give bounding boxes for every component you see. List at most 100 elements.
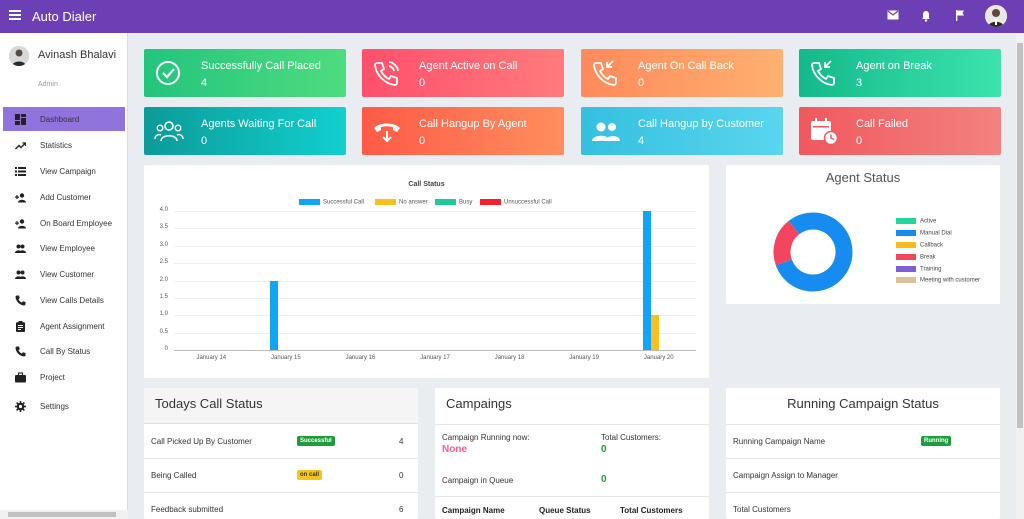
people-outline-icon bbox=[154, 121, 184, 142]
running-value: None bbox=[442, 444, 467, 455]
check-circle-icon bbox=[156, 61, 180, 85]
legend-item[interactable]: Successful Call bbox=[299, 199, 364, 206]
bell-icon[interactable] bbox=[921, 10, 931, 22]
card-value: 0 bbox=[419, 135, 426, 147]
sidebar-item-on-board-employee[interactable]: On Board Employee bbox=[3, 211, 125, 235]
card-call-hangup-by-customer[interactable]: Call Hangup by Customer 4 bbox=[581, 107, 783, 155]
legend-swatch bbox=[896, 266, 916, 272]
status-badge: on call bbox=[297, 470, 323, 480]
phone-callback-icon bbox=[811, 60, 835, 86]
user-avatar[interactable] bbox=[985, 5, 1007, 27]
divider bbox=[144, 458, 418, 459]
card-title: Call Hangup by Customer bbox=[638, 118, 764, 130]
x-tick-label: January 19 bbox=[569, 355, 599, 361]
y-tick-label: 0.5 bbox=[159, 328, 168, 335]
legend-item[interactable]: Manual Dial bbox=[896, 230, 952, 237]
y-tick-label: 3.0 bbox=[159, 241, 168, 248]
legend-item[interactable]: Busy bbox=[435, 199, 472, 206]
card-value: 0 bbox=[419, 77, 426, 89]
card-call-failed[interactable]: Call Failed 0 bbox=[799, 107, 1001, 155]
phone-icon bbox=[15, 346, 26, 357]
legend-item[interactable]: Unsuccessful Call bbox=[480, 199, 552, 206]
sidebar-item-view-calls-details[interactable]: View Calls Details bbox=[3, 288, 125, 312]
phone-hangup-icon bbox=[374, 123, 400, 143]
bar[interactable] bbox=[650, 315, 659, 350]
agent-status-title: Agent Status bbox=[825, 170, 901, 185]
divider bbox=[726, 492, 1000, 493]
x-tick-label: January 16 bbox=[345, 355, 376, 361]
legend-label: Unsuccessful Call bbox=[504, 199, 552, 206]
card-successfully-call-placed[interactable]: Successfully Call Placed 4 bbox=[144, 49, 346, 97]
mail-icon[interactable] bbox=[887, 10, 899, 20]
legend-item[interactable]: Training bbox=[896, 266, 941, 273]
sidebar-item-call-by-status[interactable]: Call By Status bbox=[3, 339, 125, 363]
sidebar-item-label: Statistics bbox=[40, 141, 73, 150]
flag-icon[interactable] bbox=[955, 10, 965, 21]
legend-item[interactable]: Active bbox=[896, 218, 936, 225]
column-header: Total Customers bbox=[620, 506, 683, 515]
bar[interactable] bbox=[642, 211, 651, 350]
row-label: Call Picked Up By Customer bbox=[151, 437, 252, 446]
legend-item[interactable]: Break bbox=[896, 254, 936, 261]
sidebar-item-dashboard[interactable]: Dashboard bbox=[3, 107, 125, 131]
assignment-icon bbox=[16, 321, 25, 332]
row-value: 6 bbox=[399, 505, 404, 514]
divider bbox=[726, 424, 1000, 425]
campaigns-panel bbox=[435, 388, 709, 519]
row-value: 0 bbox=[399, 471, 404, 480]
sidebar-item-label: Settings bbox=[40, 402, 69, 411]
briefcase-icon bbox=[15, 372, 26, 383]
sidebar-item-view-customer[interactable]: View Customer bbox=[3, 262, 125, 286]
legend-swatch bbox=[896, 242, 916, 248]
campaigns-title: Campaings bbox=[446, 396, 512, 411]
sidebar-horizontal-scrollbar[interactable] bbox=[0, 510, 128, 519]
sidebar-item-label: Agent Assignment bbox=[40, 322, 105, 331]
sidebar-item-agent-assignment[interactable]: Agent Assignment bbox=[3, 314, 125, 338]
page-vertical-scrollbar[interactable] bbox=[1016, 33, 1024, 519]
column-header: Queue Status bbox=[539, 506, 591, 515]
y-tick-label: 4.0 bbox=[159, 207, 168, 213]
y-tick-label: 2.0 bbox=[159, 276, 168, 283]
legend-label: Busy bbox=[459, 199, 473, 206]
sidebar-item-label: View Customer bbox=[40, 270, 95, 279]
card-title: Call Hangup By Agent bbox=[419, 118, 527, 130]
row-label: Total Customers bbox=[733, 505, 791, 514]
legend-label: Successful Call bbox=[323, 199, 365, 206]
gridline bbox=[174, 228, 696, 230]
profile-avatar[interactable] bbox=[9, 46, 29, 66]
y-tick-label: 3.5 bbox=[159, 224, 168, 231]
legend-label: Meeting with customer bbox=[920, 277, 981, 284]
list-icon bbox=[15, 167, 26, 176]
sidebar-item-settings[interactable]: Settings bbox=[3, 394, 125, 418]
sidebar-item-project[interactable]: Project bbox=[3, 365, 125, 389]
donut-slice[interactable] bbox=[773, 212, 853, 292]
people-icon bbox=[15, 270, 26, 279]
gridline bbox=[174, 315, 696, 317]
call-status-chart-panel bbox=[144, 165, 709, 378]
sidebar-item-add-customer[interactable]: Add Customer bbox=[3, 185, 125, 209]
card-value: 0 bbox=[638, 77, 645, 89]
app-title: Auto Dialer bbox=[32, 9, 97, 24]
card-value: 4 bbox=[201, 77, 208, 89]
card-agent-active-on-call[interactable]: Agent Active on Call 0 bbox=[362, 49, 564, 97]
bar[interactable] bbox=[269, 280, 278, 350]
person-add-icon bbox=[15, 193, 26, 203]
sidebar-item-label: Project bbox=[40, 373, 65, 382]
sidebar-item-view-campaign[interactable]: View Campaign bbox=[3, 159, 125, 183]
card-call-hangup-by-agent[interactable]: Call Hangup By Agent 0 bbox=[362, 107, 564, 155]
x-tick-label: January 17 bbox=[420, 355, 450, 361]
legend-item[interactable]: No answer bbox=[375, 199, 428, 206]
card-agent-on-call-back[interactable]: Agent On Call Back 0 bbox=[581, 49, 783, 97]
legend-item[interactable]: Meeting with customer bbox=[896, 277, 980, 284]
menu-icon[interactable] bbox=[9, 10, 21, 20]
card-agent-on-break[interactable]: Agent on Break 3 bbox=[799, 49, 1001, 97]
legend-item[interactable]: Callback bbox=[896, 242, 943, 249]
chart-title: Call Status bbox=[408, 181, 445, 188]
card-agents-waiting-for-call[interactable]: Agents Waiting For Call 0 bbox=[144, 107, 346, 155]
divider bbox=[726, 458, 1000, 459]
sidebar-item-view-employee[interactable]: View Employee bbox=[3, 236, 125, 260]
row-label: Being Called bbox=[151, 471, 197, 480]
divider bbox=[435, 424, 709, 425]
sidebar-item-statistics[interactable]: Statistics bbox=[3, 133, 125, 157]
profile-role: Admin bbox=[38, 81, 58, 88]
